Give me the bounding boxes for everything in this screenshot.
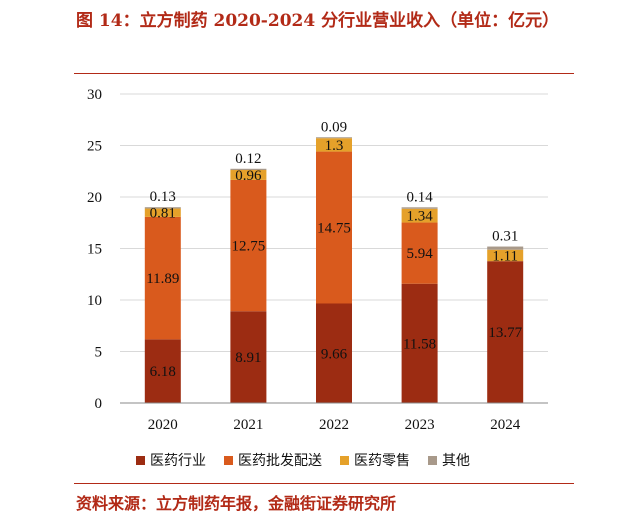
data-label: 0.09 (321, 119, 347, 135)
bar-segment (401, 207, 438, 209)
data-label: 0.96 (235, 168, 262, 184)
bar-segment (487, 246, 524, 250)
data-label: 0.14 (406, 189, 433, 205)
bar-segment (230, 170, 267, 180)
data-label: 14.75 (317, 221, 351, 237)
y-tick-label: 15 (87, 242, 102, 258)
data-label: 0.12 (235, 151, 261, 167)
legend-item: 医药批发配送 (224, 450, 322, 470)
x-tick-label: 2020 (148, 417, 178, 433)
bar-segment (230, 168, 267, 171)
data-label: 5.94 (406, 246, 433, 262)
data-label: 11.58 (403, 336, 436, 352)
y-tick-label: 25 (87, 139, 102, 155)
bar-segment (401, 283, 438, 403)
bar-segment (144, 208, 181, 217)
bar-segment (487, 249, 524, 262)
bar-segment (401, 222, 438, 284)
bar-segment (487, 261, 524, 403)
chart-legend: 医药行业 医药批发配送 医药零售 其他 (136, 450, 470, 470)
bar-segment (316, 138, 352, 152)
data-label: 0.31 (492, 229, 518, 245)
y-tick-label: 5 (95, 345, 103, 361)
legend-item: 医药行业 (136, 450, 206, 470)
y-tick-label: 30 (87, 87, 102, 103)
legend-item: 医药零售 (340, 450, 410, 470)
legend-swatch (428, 455, 437, 465)
x-tick-label: 2022 (319, 417, 349, 433)
x-tick-label: 2024 (490, 417, 521, 433)
bar-segment (401, 208, 438, 223)
data-label: 13.77 (488, 325, 522, 341)
data-label: 1.11 (492, 248, 518, 264)
data-label: 9.66 (321, 346, 348, 362)
legend-label: 医药行业 (150, 453, 206, 469)
bar-segment (144, 216, 181, 340)
x-tick-label: 2023 (405, 417, 435, 433)
data-label: 6.18 (150, 364, 176, 380)
legend-label: 医药批发配送 (238, 453, 322, 469)
bar-segment (230, 179, 267, 312)
data-label: 11.89 (146, 271, 179, 287)
y-tick-label: 10 (87, 293, 102, 309)
stacked-bar-chart: 6.18 11.89 0.810.13 8.91 12.75 0.960.12 9.66 14… (87, 87, 548, 433)
data-label: 0.13 (150, 189, 176, 205)
data-label: 1.34 (406, 209, 433, 225)
legend-swatch (224, 455, 233, 465)
source-note: 资料来源：立方制药年报，金融街证券研究所 (76, 494, 397, 513)
data-label: 8.91 (235, 350, 261, 366)
legend-label: 医药零售 (354, 453, 410, 469)
data-label: 0.81 (150, 206, 176, 222)
bar-segment (316, 303, 352, 403)
bar-segment (316, 151, 352, 304)
source-divider (74, 483, 574, 484)
bar-segment (144, 339, 181, 403)
bar-segment (316, 137, 352, 139)
data-label: 12.75 (232, 239, 266, 255)
legend-swatch (136, 455, 145, 465)
legend-item: 其他 (428, 450, 470, 470)
legend-label: 其他 (442, 453, 470, 469)
bar-segment (230, 311, 267, 403)
chart-title: 图 14：立方制药 2020-2024 分行业营业收入（单位：亿元） (76, 11, 560, 31)
legend-swatch (340, 455, 349, 465)
title-divider (74, 73, 574, 74)
data-label: 1.3 (325, 138, 344, 154)
x-tick-label: 2021 (233, 417, 263, 433)
y-tick-label: 0 (95, 396, 103, 412)
bar-segment (144, 207, 181, 209)
y-tick-label: 20 (87, 190, 102, 206)
